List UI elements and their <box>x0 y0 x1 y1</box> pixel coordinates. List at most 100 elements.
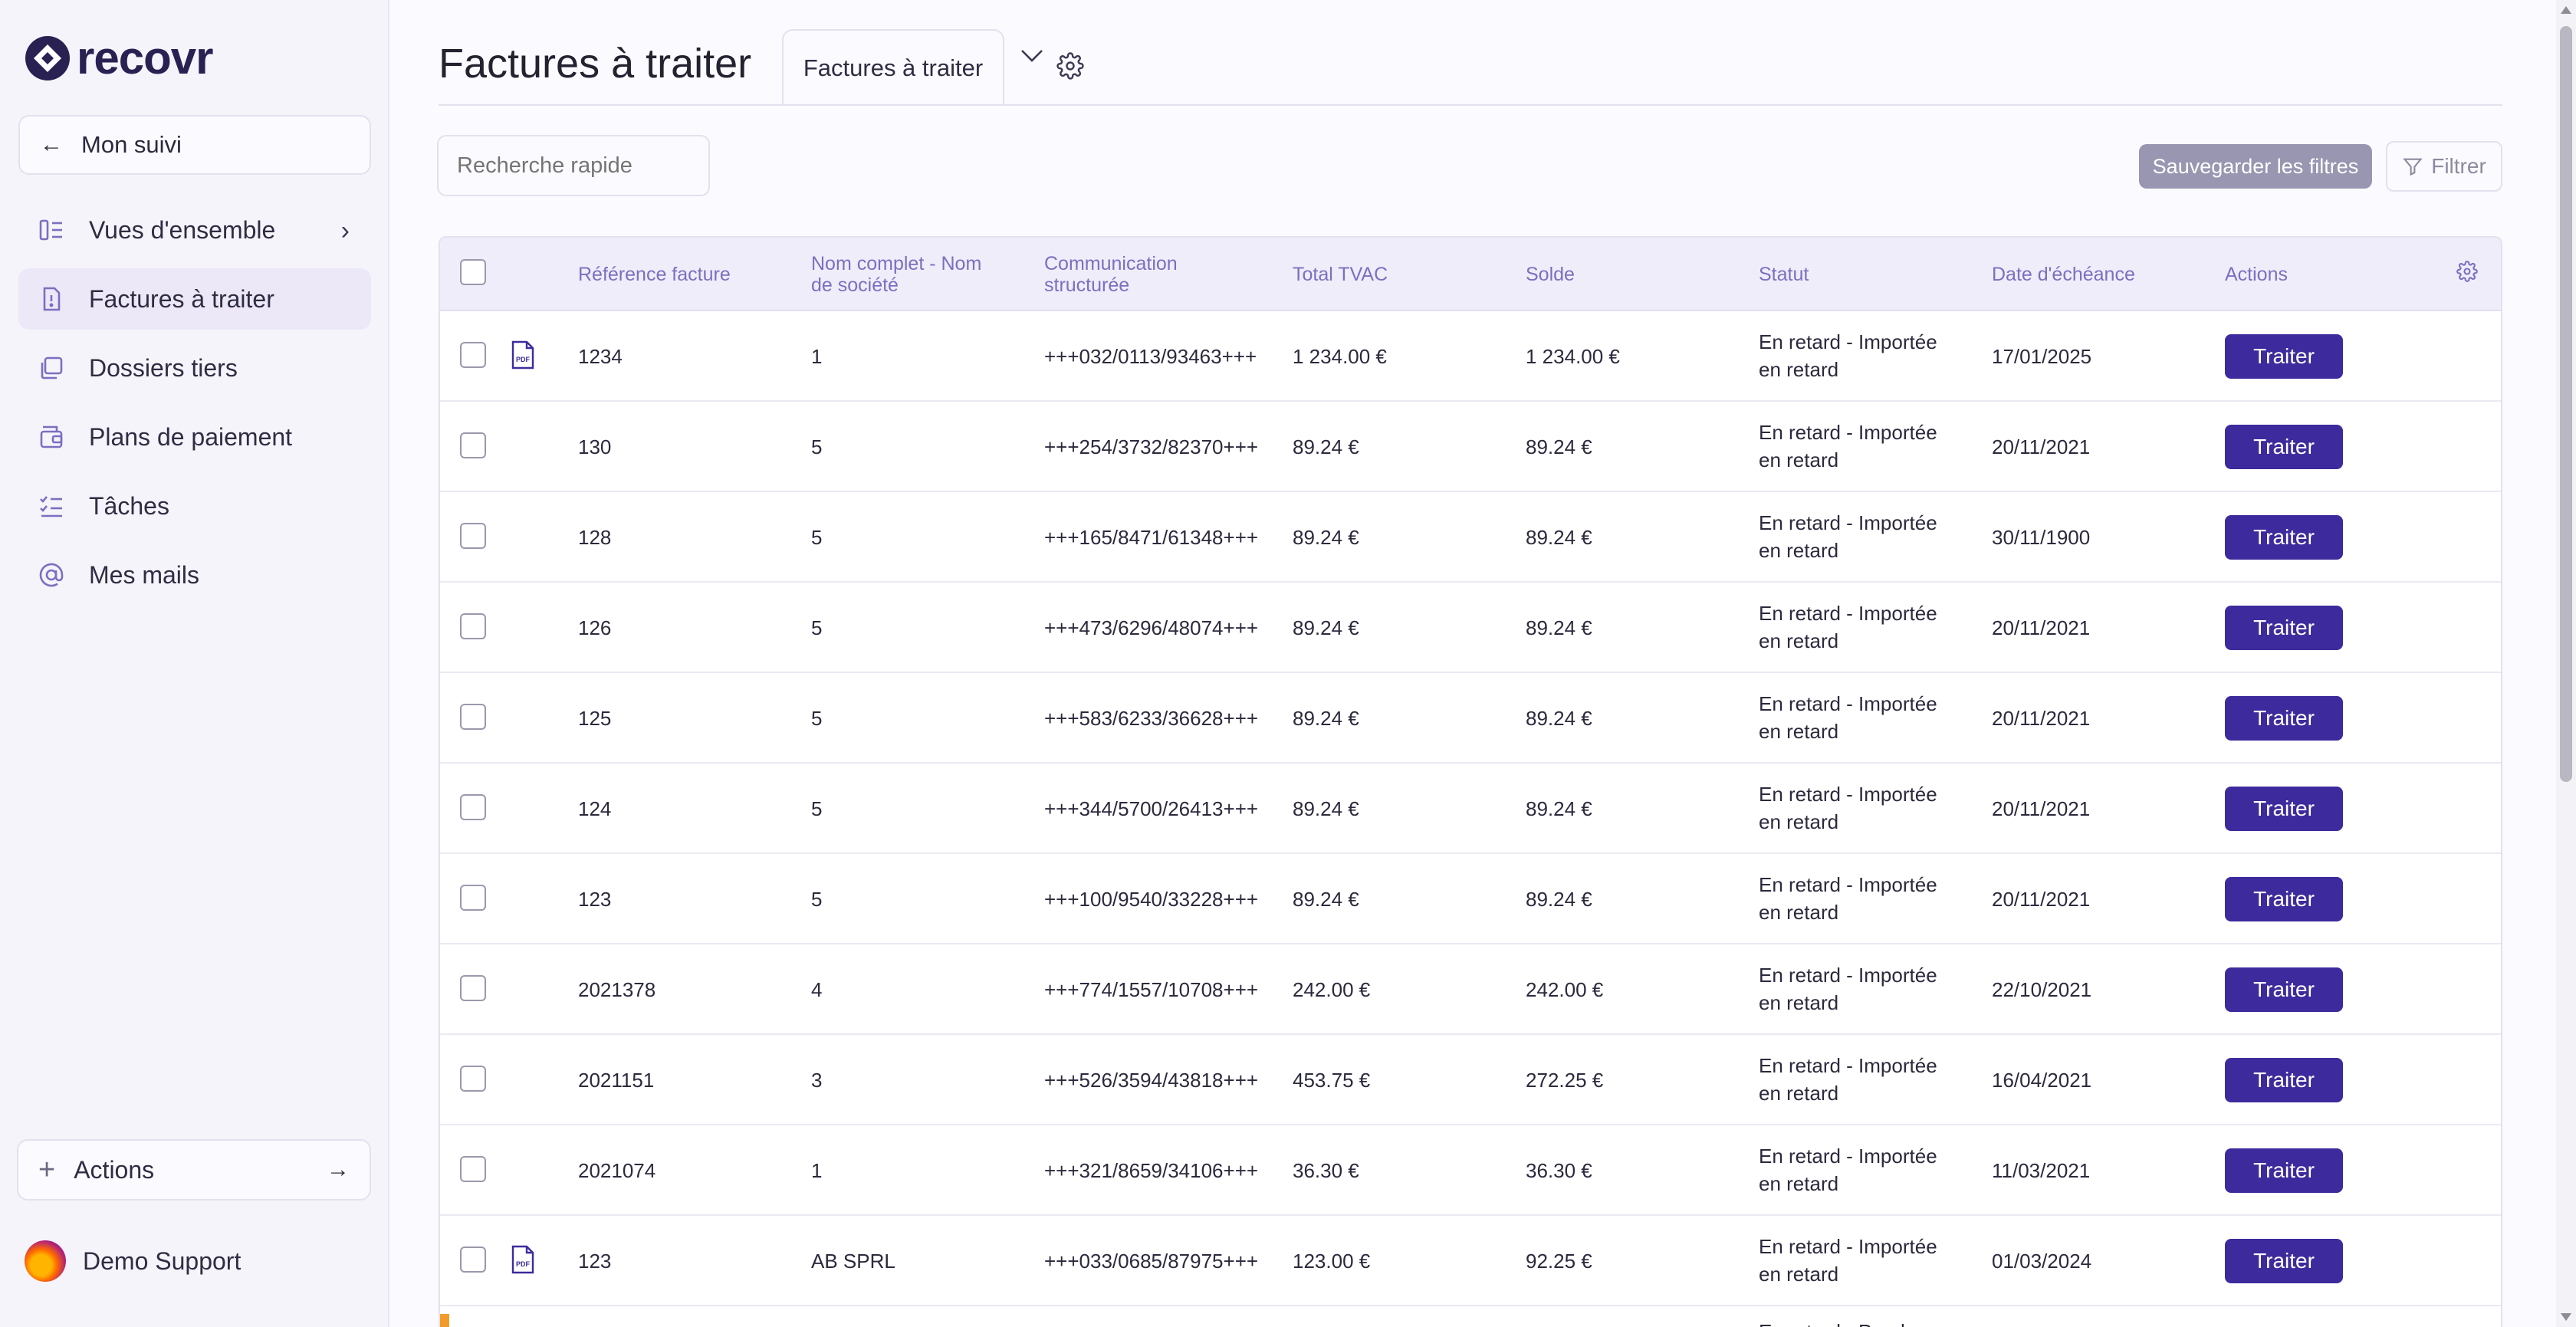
actions-button[interactable]: + Actions → <box>17 1139 371 1201</box>
sidebar-item-taches[interactable]: Tâches <box>18 475 371 537</box>
sidebar: recovr ← Mon suivi Vues d'ensemble › Fac… <box>0 0 389 1327</box>
traiter-button-label: Traiter <box>2253 1249 2315 1273</box>
filter-button[interactable]: Filtrer <box>2386 141 2502 192</box>
cell-balance: 1 234.00 € <box>1526 345 1620 368</box>
traiter-button[interactable]: Traiter <box>2225 1058 2343 1102</box>
row-checkbox[interactable] <box>460 613 486 639</box>
sidebar-item-factures-a-traiter[interactable]: Factures à traiter <box>18 268 371 330</box>
column-header-total[interactable]: Total TVAC <box>1293 264 1388 285</box>
traiter-button[interactable]: Traiter <box>2225 1148 2343 1193</box>
row-checkbox[interactable] <box>460 1156 486 1182</box>
column-header-comm-line1: Communication <box>1044 253 1178 274</box>
logo[interactable]: recovr <box>25 34 213 83</box>
status-line1: En retard - Importée <box>1759 1145 1937 1168</box>
row-checkbox[interactable] <box>460 794 486 820</box>
column-header-comm-line2: structurée <box>1044 274 1130 296</box>
save-filters-button[interactable]: Sauvegarder les filtres <box>2139 144 2372 189</box>
column-header-actions: Actions <box>2225 264 2288 285</box>
column-settings-gear-icon[interactable] <box>2456 261 2478 282</box>
status-line1: En retard - Importée <box>1759 330 1937 353</box>
scroll-thumb[interactable] <box>2560 26 2572 782</box>
cell-due-date: 20/11/2021 <box>1992 435 2091 458</box>
cell-total: 123.00 € <box>1293 1250 1371 1273</box>
traiter-button[interactable]: Traiter <box>2225 787 2343 831</box>
traiter-button[interactable]: Traiter <box>2225 696 2343 741</box>
sidebar-item-dossiers-tiers[interactable]: Dossiers tiers <box>18 337 371 399</box>
table-row[interactable]: 2021151 3 +++526/3594/43818+++ 453.75 € 272.… <box>440 1035 2501 1125</box>
table-row[interactable]: PDF 1234 1 +++032/0113/93463+++ 1 234.00 € 1 … <box>440 311 2501 402</box>
row-checkbox[interactable] <box>460 1247 486 1273</box>
table-row[interactable]: 123 5 +++100/9540/33228+++ 89.24 € 89.24 € En… <box>440 854 2501 944</box>
cell-status: En retard - Importée en retard <box>1759 509 1958 564</box>
row-checkbox[interactable] <box>460 975 486 1001</box>
status-line1: En retard - Importée <box>1759 1054 1937 1077</box>
page-scrollbar[interactable] <box>2556 0 2576 1327</box>
row-checkbox[interactable] <box>460 523 486 549</box>
table-row[interactable]: PDF 123 AB SPRL +++033/0685/87975+++ 123.00 … <box>440 1216 2501 1306</box>
traiter-button[interactable]: Traiter <box>2225 515 2343 560</box>
table-row[interactable]: 125 5 +++583/6233/36628+++ 89.24 € 89.24 € En… <box>440 673 2501 764</box>
cell-total: 242.00 € <box>1293 978 1371 1001</box>
cell-balance: 272.25 € <box>1526 1069 1604 1092</box>
column-header-communication[interactable]: Communication structurée <box>1044 253 1178 296</box>
table-row[interactable]: 2021378 4 +++774/1557/10708+++ 242.00 € 242.… <box>440 944 2501 1035</box>
table-row[interactable]: 124 5 +++344/5700/26413+++ 89.24 € 89.24 € En… <box>440 764 2501 854</box>
column-header-name[interactable]: Nom complet - Nom de société <box>811 253 981 296</box>
cell-due-date: 20/11/2021 <box>1992 616 2091 639</box>
cell-reference: 130 <box>578 435 612 458</box>
back-button-mon-suivi[interactable]: ← Mon suivi <box>18 115 371 175</box>
sidebar-item-plans-de-paiement[interactable]: Plans de paiement <box>18 406 371 468</box>
table-row[interactable]: 126 5 +++473/6296/48074+++ 89.24 € 89.24 € En… <box>440 583 2501 673</box>
status-line2: en retard <box>1759 901 1839 924</box>
column-header-balance[interactable]: Solde <box>1526 264 1575 285</box>
traiter-button[interactable]: Traiter <box>2225 1239 2343 1283</box>
column-header-name-line2: de société <box>811 274 899 296</box>
status-line2: en retard <box>1759 991 1839 1014</box>
row-checkbox[interactable] <box>460 885 486 911</box>
row-checkbox[interactable] <box>460 1066 486 1092</box>
pdf-file-icon[interactable]: PDF <box>511 340 535 370</box>
cell-due-date: 01/03/2024 <box>1992 1250 2092 1273</box>
table-row[interactable]: 130 5 +++254/3732/82370+++ 89.24 € 89.24 € En… <box>440 402 2501 492</box>
cell-name: 4 <box>811 978 823 1001</box>
table-row-partial[interactable]: En retard - Pendue <box>440 1314 2501 1327</box>
gear-icon[interactable] <box>1056 52 1084 80</box>
sidebar-item-label: Mes mails <box>89 560 200 589</box>
cell-name: 5 <box>811 435 823 458</box>
row-checkbox[interactable] <box>460 432 486 458</box>
cell-reference: 128 <box>578 526 612 549</box>
sidebar-item-vues-ensemble[interactable]: Vues d'ensemble › <box>18 199 371 261</box>
pdf-file-icon[interactable]: PDF <box>511 1245 535 1274</box>
scroll-up-arrow-icon[interactable] <box>2561 6 2571 14</box>
cell-total: 89.24 € <box>1293 435 1359 458</box>
chevron-down-icon[interactable] <box>1020 48 1044 64</box>
traiter-button[interactable]: Traiter <box>2225 877 2343 921</box>
traiter-button[interactable]: Traiter <box>2225 334 2343 379</box>
traiter-button-label: Traiter <box>2253 797 2315 820</box>
traiter-button[interactable]: Traiter <box>2225 425 2343 469</box>
tab-factures-a-traiter[interactable]: Factures à traiter <box>782 29 1004 106</box>
header-divider <box>439 104 2502 106</box>
cell-balance: 89.24 € <box>1526 707 1592 730</box>
column-header-status[interactable]: Statut <box>1759 264 1809 285</box>
cell-reference: 123 <box>578 888 612 911</box>
table-row[interactable]: 2021074 1 +++321/8659/34106+++ 36.30 € 36.30… <box>440 1125 2501 1216</box>
traiter-button[interactable]: Traiter <box>2225 606 2343 650</box>
row-checkbox[interactable] <box>460 342 486 368</box>
sidebar-item-mes-mails[interactable]: Mes mails <box>18 544 371 606</box>
status-line1: En retard - Importée <box>1759 602 1937 625</box>
table-row[interactable]: 128 5 +++165/8471/61348+++ 89.24 € 89.24 € En… <box>440 492 2501 583</box>
cell-name: 5 <box>811 797 823 820</box>
user-profile[interactable]: Demo Support <box>25 1240 241 1282</box>
cell-communication: +++344/5700/26413+++ <box>1044 797 1259 820</box>
cell-name: 3 <box>811 1069 823 1092</box>
row-checkbox[interactable] <box>460 704 486 730</box>
column-header-reference[interactable]: Référence facture <box>578 264 731 285</box>
search-input[interactable] <box>437 135 710 196</box>
select-all-checkbox[interactable] <box>460 259 486 285</box>
status-line1: En retard - Importée <box>1759 783 1937 806</box>
traiter-button[interactable]: Traiter <box>2225 967 2343 1012</box>
column-header-due-date[interactable]: Date d'échéance <box>1992 264 2135 285</box>
scroll-down-arrow-icon[interactable] <box>2561 1313 2571 1321</box>
cell-name: 5 <box>811 707 823 730</box>
